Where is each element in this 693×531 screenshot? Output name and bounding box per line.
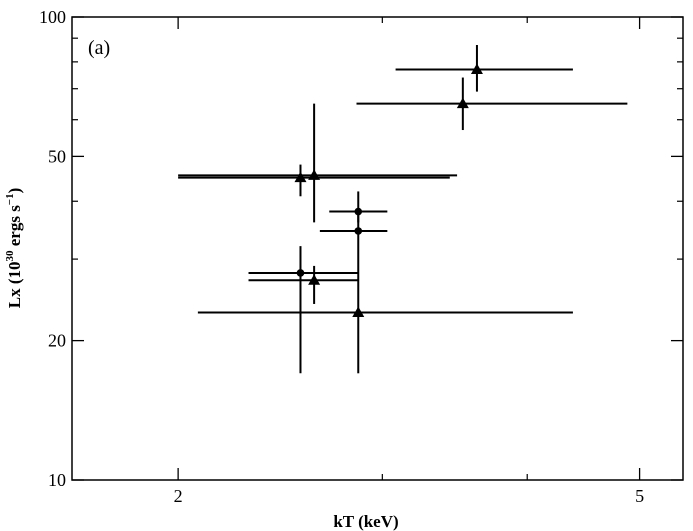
triangle-marker bbox=[308, 274, 321, 285]
circle-marker bbox=[354, 227, 363, 235]
x-axis-label: kT (keV) bbox=[333, 512, 398, 531]
plot-frame bbox=[71, 16, 684, 481]
panel-label: (a) bbox=[88, 37, 110, 59]
axes-group: 2 5 10 20 50 100 bbox=[39, 7, 683, 506]
circle-marker bbox=[296, 269, 305, 277]
triangle-marker bbox=[308, 169, 321, 180]
x-tick-label: 2 bbox=[174, 486, 183, 506]
y-tick-label: 20 bbox=[48, 331, 66, 351]
y-tick-label: 10 bbox=[48, 470, 66, 490]
triangle-marker bbox=[294, 171, 307, 183]
y-axis-label: Lx (1030 ergs s−1) bbox=[4, 188, 24, 309]
triangle-marker bbox=[456, 97, 469, 109]
data-marks-group bbox=[178, 45, 628, 374]
y-tick-label: 100 bbox=[39, 7, 66, 27]
x-tick-label: 5 bbox=[635, 486, 644, 506]
triangle-marker bbox=[470, 63, 483, 75]
y-tick-label: 50 bbox=[48, 146, 66, 166]
